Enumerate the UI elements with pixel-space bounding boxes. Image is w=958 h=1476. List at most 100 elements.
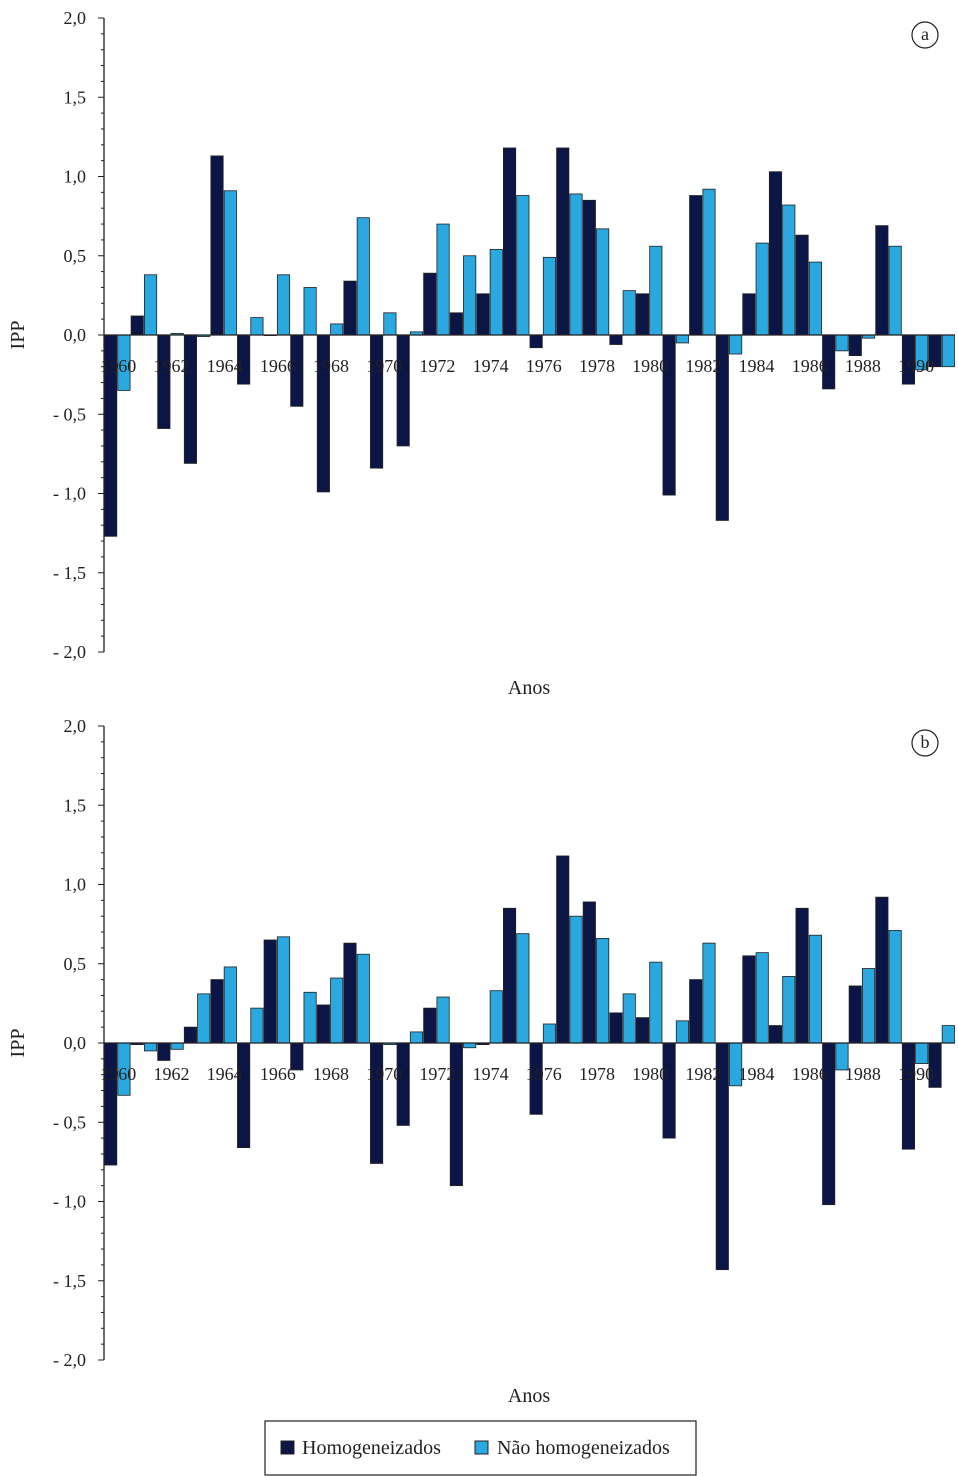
bar-homogeneizados — [476, 293, 490, 336]
x-tick-label: 1988 — [845, 356, 881, 376]
bar-homogeneizados — [662, 1042, 676, 1139]
bar-nao-homogeneizados — [675, 1020, 689, 1044]
bar-nao-homogeneizados — [702, 188, 716, 336]
bar-nao-homogeneizados — [888, 245, 902, 336]
y-tick-label: - 2,0 — [53, 1350, 86, 1370]
bar-nao-homogeneizados — [782, 976, 796, 1044]
y-tick-label: 1,5 — [64, 795, 87, 815]
bar-homogeneizados — [901, 1042, 916, 1150]
x-tick-label: 1984 — [739, 356, 775, 376]
bar-nao-homogeneizados — [941, 334, 955, 368]
x-tick-label: 1974 — [473, 356, 509, 376]
x-tick-label: 1966 — [260, 1064, 296, 1084]
bar-homogeneizados — [210, 979, 224, 1044]
bar-homogeneizados — [423, 1007, 437, 1044]
bar-homogeneizados — [183, 334, 197, 464]
bar-homogeneizados — [875, 896, 889, 1044]
y-tick-label: 0,5 — [64, 954, 87, 974]
bar-homogeneizados — [157, 1042, 171, 1061]
x-tick-label: 1966 — [260, 356, 296, 376]
x-tick-label: 1968 — [313, 356, 349, 376]
bar-homogeneizados — [423, 272, 437, 336]
bar-homogeneizados — [343, 280, 357, 336]
bar-homogeneizados — [210, 155, 224, 336]
y-axis-title: IPP — [7, 1029, 29, 1058]
bar-nao-homogeneizados — [649, 961, 663, 1044]
bar-nao-homogeneizados — [143, 1042, 158, 1052]
legend-swatch-homogeneizados — [280, 1440, 295, 1455]
bar-nao-homogeneizados — [675, 334, 689, 344]
bar-homogeneizados — [848, 985, 862, 1044]
x-tick-label: 1968 — [313, 1064, 349, 1084]
bar-nao-homogeneizados — [383, 312, 397, 336]
bar-nao-homogeneizados — [356, 217, 370, 336]
bar-homogeneizados — [503, 147, 517, 336]
x-tick-label: 1970 — [366, 1064, 402, 1084]
bar-nao-homogeneizados — [596, 937, 610, 1044]
bar-homogeneizados — [609, 1012, 623, 1044]
x-tick-label: 1960 — [100, 1064, 136, 1084]
bar-nao-homogeneizados — [436, 223, 450, 336]
bar-nao-homogeneizados — [596, 228, 610, 336]
bar-homogeneizados — [157, 334, 171, 429]
bar-nao-homogeneizados — [409, 1031, 424, 1044]
bar-nao-homogeneizados — [463, 255, 477, 336]
bar-nao-homogeneizados — [782, 204, 796, 336]
x-tick-label: 1980 — [632, 356, 668, 376]
x-tick-label: 1986 — [792, 1064, 828, 1084]
x-tick-label: 1962 — [153, 1064, 189, 1084]
legend-label-homogeneizados: Homogeneizados — [302, 1437, 441, 1459]
bar-homogeneizados — [795, 907, 809, 1044]
x-tick-label: 1990 — [898, 356, 934, 376]
panel-tag-label: b — [921, 732, 930, 752]
y-tick-label: - 0,5 — [53, 404, 86, 424]
legend-label-nao-homogeneizados: Não homogeneizados — [497, 1437, 670, 1459]
bar-homogeneizados — [396, 334, 410, 447]
y-tick-label: - 1,5 — [53, 1271, 86, 1291]
panel-tag-circle — [911, 21, 939, 49]
x-tick-label: 1980 — [632, 1064, 668, 1084]
x-tick-label: 1986 — [792, 356, 828, 376]
bar-homogeneizados — [609, 334, 623, 345]
bar-nao-homogeneizados — [569, 193, 583, 336]
bar-nao-homogeneizados — [436, 996, 450, 1044]
bar-homogeneizados — [768, 171, 783, 336]
bar-homogeneizados — [370, 334, 384, 469]
bar-homogeneizados — [848, 334, 862, 357]
bar-nao-homogeneizados — [755, 952, 769, 1044]
bar-nao-homogeneizados — [649, 245, 663, 336]
bar-homogeneizados — [635, 1017, 650, 1044]
bar-homogeneizados — [449, 312, 463, 336]
bar-homogeneizados — [503, 907, 517, 1044]
x-tick-label: 1990 — [898, 1064, 934, 1084]
y-tick-label: 0,0 — [64, 1033, 87, 1053]
bar-nao-homogeneizados — [250, 1007, 264, 1044]
bar-homogeneizados — [130, 315, 144, 336]
panel-tag-label: a — [921, 24, 929, 44]
bar-nao-homogeneizados — [542, 256, 556, 336]
x-tick-label: 1960 — [100, 356, 136, 376]
y-tick-label: - 1,0 — [53, 484, 86, 504]
bar-homogeneizados — [582, 199, 596, 336]
bar-nao-homogeneizados — [303, 991, 317, 1044]
chart-panel-b: 2,0 1,5 1,0 0,5 0,0 - 0,5 - 1,0 - 1,5 - 2,0 1960 1… — [7, 716, 955, 1407]
bar-homogeneizados — [396, 1042, 410, 1126]
y-tick-label: 1,0 — [64, 875, 87, 895]
x-tick-label: 1978 — [579, 356, 615, 376]
x-tick-label: 1964 — [207, 1064, 243, 1084]
bar-homogeneizados — [183, 1026, 197, 1044]
bar-homogeneizados — [237, 1042, 251, 1149]
y-tick-label: 0,0 — [64, 325, 87, 345]
x-axis-title: Anos — [508, 677, 550, 699]
bar-homogeneizados — [556, 855, 570, 1044]
bar-nao-homogeneizados — [808, 261, 822, 336]
bar-nao-homogeneizados — [223, 966, 237, 1044]
x-tick-label: 1988 — [845, 1064, 881, 1084]
bar-nao-homogeneizados — [622, 290, 636, 336]
bar-nao-homogeneizados — [463, 1042, 477, 1049]
bar-homogeneizados — [556, 147, 570, 336]
x-tick-label: 1964 — [207, 356, 243, 376]
bar-nao-homogeneizados — [569, 915, 583, 1044]
x-tick-label: 1974 — [473, 1064, 509, 1084]
